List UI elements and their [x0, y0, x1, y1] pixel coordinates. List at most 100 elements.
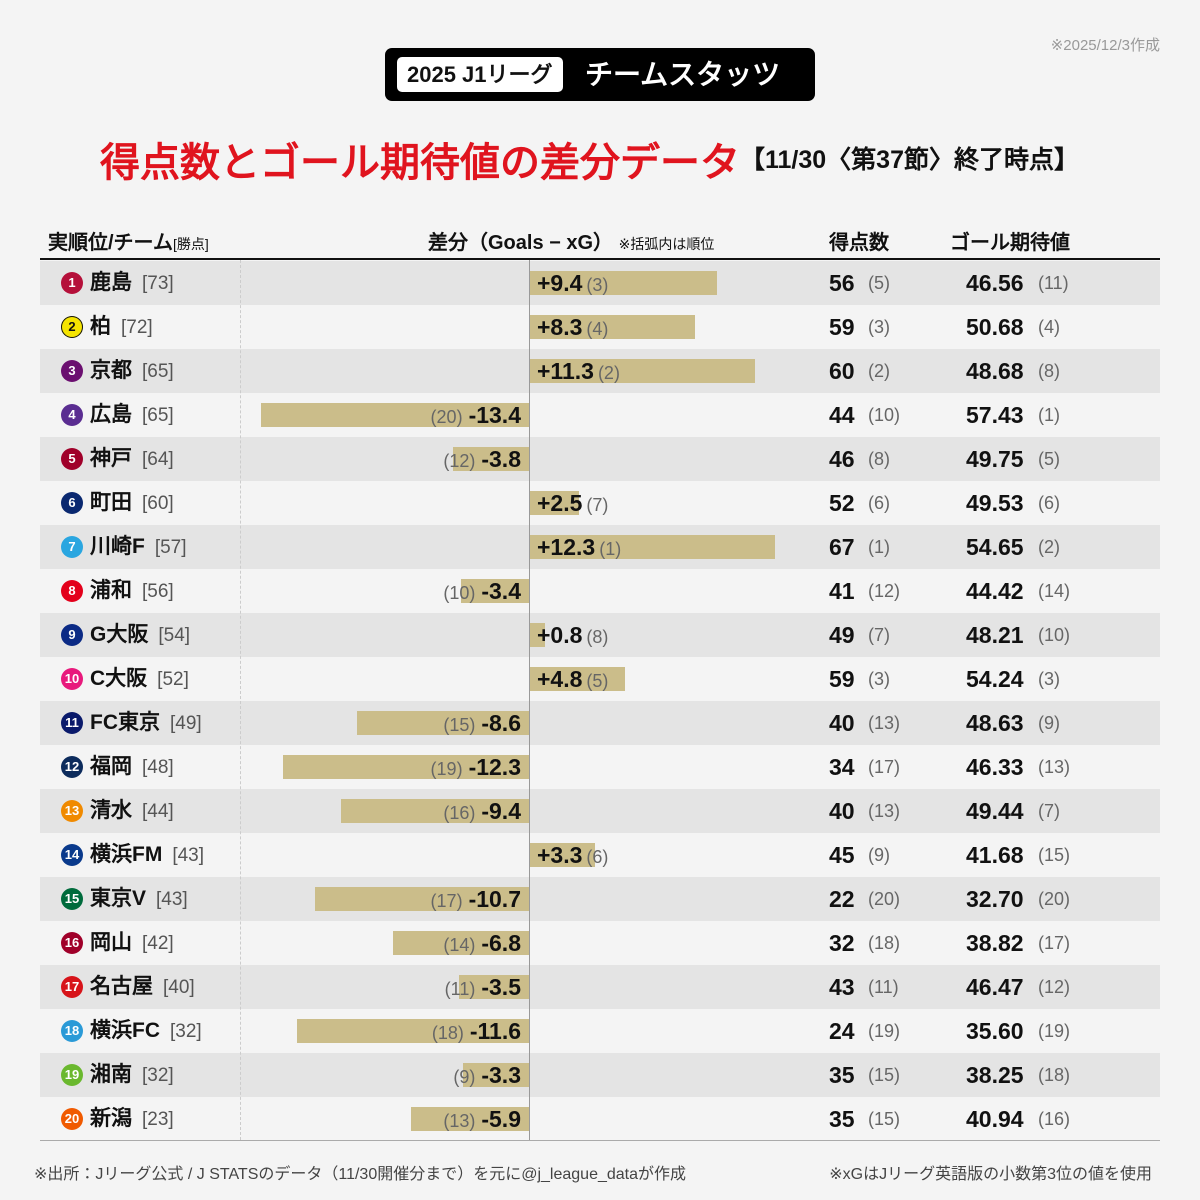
diff-bar — [393, 931, 529, 955]
xg: 48.63 — [966, 710, 1024, 736]
goals: 59 — [829, 314, 855, 340]
team: G大阪 [54] — [90, 613, 190, 658]
diff-bar — [411, 1107, 529, 1131]
goals: 35 — [829, 1062, 855, 1088]
diff-cell: (20) -13.4 — [431, 393, 521, 441]
team-name: C大阪 — [90, 667, 148, 690]
diff-rank: (2) — [597, 363, 620, 383]
diff-cell: +12.3 (1) — [537, 525, 621, 573]
diff-bar — [357, 711, 529, 735]
diff-rank: (6) — [586, 847, 609, 867]
diff-rank: (8) — [586, 627, 609, 647]
team: 浦和 [56] — [90, 569, 174, 614]
team: 東京V [43] — [90, 877, 188, 922]
diff-rank: (18) — [431, 1023, 464, 1043]
points: [56] — [142, 581, 174, 602]
diff-bar — [315, 887, 529, 911]
xg: 54.24 — [966, 666, 1024, 692]
diff-bar — [529, 623, 545, 647]
team: 横浜FM [43] — [90, 833, 204, 878]
diff-rank: (4) — [586, 319, 609, 339]
points: [65] — [142, 361, 174, 382]
rank-badge: 3 — [61, 360, 83, 382]
footer-note: ※xGはJリーグ英語版の小数第3位の値を使用 — [829, 1166, 1152, 1183]
points: [40] — [163, 977, 195, 998]
goals: 52 — [829, 490, 855, 516]
points: [72] — [121, 317, 153, 338]
team-name: 浦和 — [90, 579, 132, 602]
goals-rank: (5) — [868, 273, 890, 293]
rank-badge: 6 — [61, 492, 83, 514]
xg: 41.68 — [966, 842, 1024, 868]
rank-badge: 4 — [61, 404, 83, 426]
diff-cell: +3.3 (6) — [537, 833, 608, 881]
diff-bar — [529, 359, 755, 383]
diff-bar — [529, 491, 579, 515]
xg: 44.42 — [966, 578, 1024, 604]
diff-cell: +11.3 (2) — [537, 349, 620, 397]
team: 柏 [72] — [90, 305, 153, 350]
col-diff: 差分（Goals − xG） — [428, 232, 614, 254]
diff-bar — [283, 755, 529, 779]
divider — [240, 260, 241, 1140]
diff-cell: (11) -3.5 — [445, 965, 521, 1013]
xg: 38.25 — [966, 1062, 1024, 1088]
rank-badge: 1 — [61, 272, 83, 294]
diff-label: -13.4 — [468, 402, 521, 428]
diff-cell: (17) -10.7 — [431, 877, 521, 925]
xg: 38.82 — [966, 930, 1024, 956]
diff-cell: (10) -3.4 — [443, 569, 521, 617]
col-xg: ゴール期待値 — [950, 232, 1070, 254]
diff-rank: (7) — [586, 495, 609, 515]
xg: 48.21 — [966, 622, 1024, 648]
row-bg — [40, 965, 1160, 1009]
team-name: FC東京 — [90, 711, 160, 734]
goals-rank: (19) — [868, 1021, 901, 1041]
diff-bar — [529, 535, 775, 559]
xg-rank: (16) — [1038, 1109, 1071, 1129]
col-header: 実順位/チーム[勝点] — [48, 226, 209, 255]
goals: 44 — [829, 402, 855, 428]
points: [42] — [142, 933, 174, 954]
goals-rank: (9) — [868, 845, 890, 865]
diff-rank: (19) — [430, 759, 463, 779]
xg-rank: (4) — [1038, 317, 1060, 337]
rank-badge: 11 — [61, 712, 83, 734]
goals: 35 — [829, 1106, 855, 1132]
goals-rank: (18) — [868, 933, 901, 953]
team-name: 川崎F — [90, 535, 145, 558]
footer-source: ※出所：Jリーグ公式 / J STATSのデータ（11/30開催分まで）を元に@… — [34, 1166, 687, 1183]
team-name: 湘南 — [90, 1063, 132, 1086]
rank-badge: 2 — [61, 316, 83, 338]
points: [44] — [142, 801, 174, 822]
goals: 22 — [829, 886, 855, 912]
team-name: 東京V — [90, 887, 147, 910]
xg: 32.70 — [966, 886, 1024, 912]
title: 得点数とゴール期待値の差分データ — [100, 141, 740, 185]
xg: 46.56 — [966, 270, 1024, 296]
team-name: G大阪 — [90, 623, 149, 646]
points: [65] — [142, 405, 174, 426]
diff-label: -3.8 — [481, 446, 521, 472]
rank-badge: 7 — [61, 536, 83, 558]
team-name: 横浜FM — [90, 843, 163, 866]
xg: 35.60 — [966, 1018, 1024, 1044]
diff-bar — [341, 799, 529, 823]
diff-rank: (15) — [443, 715, 476, 735]
team-name: 柏 — [90, 315, 111, 338]
goals: 40 — [829, 798, 855, 824]
points: [32] — [170, 1021, 202, 1042]
team: 広島 [65] — [90, 393, 174, 438]
subtitle: 【11/30〈第37節〉終了時点】 — [740, 146, 1079, 174]
xg: 57.43 — [966, 402, 1024, 428]
xg-rank: (15) — [1038, 845, 1071, 865]
xg-rank: (10) — [1038, 625, 1071, 645]
points: [73] — [142, 273, 174, 294]
goals-rank: (1) — [868, 537, 890, 557]
xg-rank: (13) — [1038, 757, 1071, 777]
team-name: 町田 — [90, 491, 132, 514]
rank-badge: 17 — [61, 976, 83, 998]
xg-rank: (2) — [1038, 537, 1060, 557]
col-team: 実順位/チーム — [48, 232, 173, 254]
